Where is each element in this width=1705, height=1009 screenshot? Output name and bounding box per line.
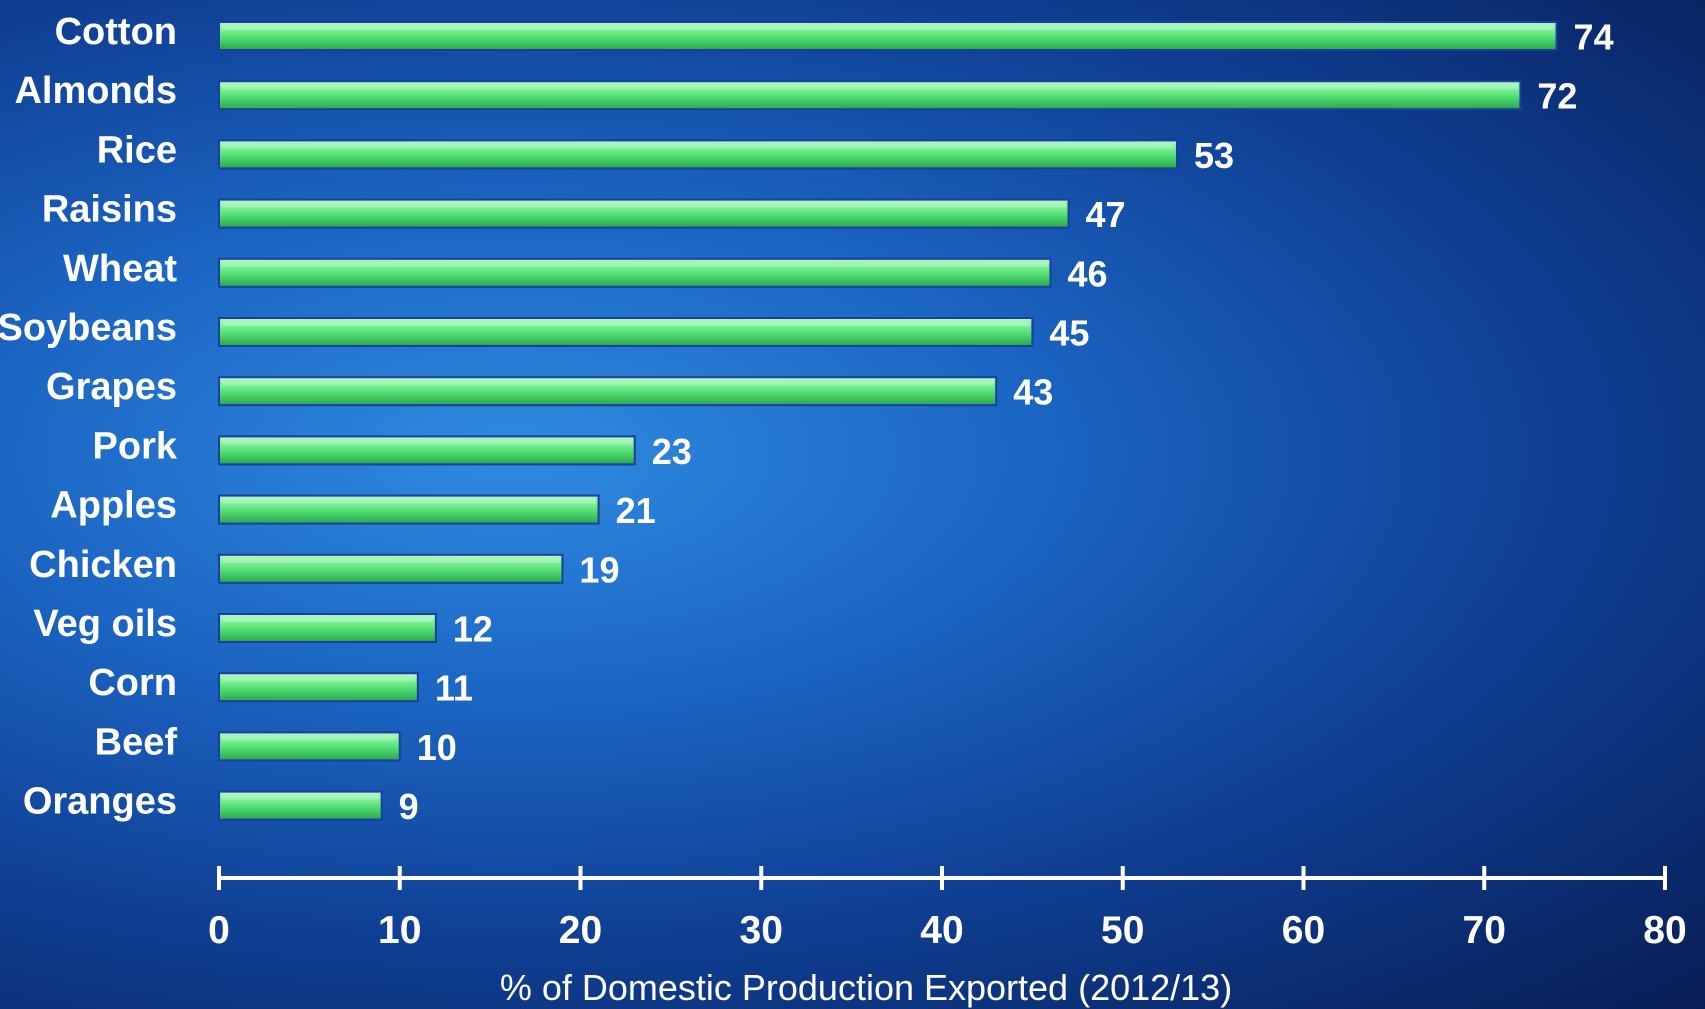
category-label: Soybeans <box>0 307 177 349</box>
category-label: Corn <box>88 662 177 704</box>
category-label: Raisins <box>42 189 177 231</box>
x-tick-label: 60 <box>1282 909 1325 952</box>
category-label: Beef <box>95 721 178 763</box>
bar-row: Veg oils 12 <box>33 603 493 649</box>
bar-row: Almonds 72 <box>14 70 1577 116</box>
x-tick-label: 30 <box>740 909 783 952</box>
x-tick-label: 20 <box>559 909 602 952</box>
category-label: Almonds <box>14 70 177 112</box>
bar-highlight <box>222 498 596 504</box>
bar-row: Corn 11 <box>88 662 473 708</box>
category-label: Cotton <box>55 11 177 53</box>
bar-row: Wheat 46 <box>63 248 1107 294</box>
bar-row: Cotton 74 <box>55 11 1614 57</box>
value-label: 46 <box>1067 253 1107 294</box>
bar-row: Grapes 43 <box>46 366 1053 412</box>
category-label: Grapes <box>46 366 177 408</box>
value-label: 10 <box>417 727 457 768</box>
category-label: Chicken <box>29 544 177 586</box>
x-axis-title: % of Domestic Production Exported (2012/… <box>500 967 1232 1008</box>
bar-row: Soybeans 45 <box>0 307 1089 353</box>
value-label: 21 <box>616 490 656 531</box>
x-tick-label: 70 <box>1463 909 1506 952</box>
bar-highlight <box>222 735 397 741</box>
bar-highlight <box>222 25 1554 30</box>
category-label: Apples <box>50 485 177 527</box>
value-label: 72 <box>1537 76 1577 117</box>
x-tick-label: 10 <box>378 909 421 952</box>
bar-highlight <box>222 321 1030 326</box>
bar-row: Pork 23 <box>93 425 692 471</box>
bar-highlight <box>222 84 1518 90</box>
value-label: 9 <box>399 786 419 827</box>
category-label: Pork <box>93 425 178 467</box>
value-label: 45 <box>1049 313 1089 354</box>
bar-row: Oranges 9 <box>23 781 419 827</box>
category-label: Veg oils <box>33 603 177 645</box>
bar-row: Rice 53 <box>97 129 1234 175</box>
x-tick-label: 50 <box>1101 909 1144 952</box>
bar-highlight <box>222 557 560 563</box>
value-label: 53 <box>1194 135 1234 176</box>
bar-highlight <box>222 261 1048 267</box>
x-tick-label: 80 <box>1643 909 1686 952</box>
bar-highlight <box>222 439 632 445</box>
bar-row: Apples 21 <box>50 485 655 531</box>
bar-highlight <box>222 380 994 386</box>
value-label: 23 <box>652 431 692 472</box>
bar-highlight <box>222 202 1066 208</box>
value-label: 74 <box>1574 17 1614 58</box>
category-label: Oranges <box>23 781 177 823</box>
bar-highlight <box>222 143 1174 149</box>
bar-row: Beef 10 <box>95 721 457 767</box>
category-label: Wheat <box>63 248 177 290</box>
bar-highlight <box>222 617 433 622</box>
bar-highlight <box>222 794 379 800</box>
value-label: 19 <box>579 549 619 590</box>
bar-row: Chicken 19 <box>29 544 619 590</box>
value-label: 43 <box>1013 372 1053 413</box>
value-label: 11 <box>435 668 473 709</box>
bars-group: Cotton 74 Almonds 72 Rice 53 Raisins 47 Wheat 46 S… <box>0 11 1614 827</box>
value-label: 47 <box>1086 194 1126 235</box>
x-tick-label: 0 <box>208 909 230 952</box>
x-tick-label: 40 <box>920 909 963 952</box>
x-axis: 0 10 20 30 40 50 60 70 80 <box>208 866 1687 952</box>
category-label: Rice <box>97 129 177 171</box>
value-label: 12 <box>453 609 493 650</box>
bar-highlight <box>222 676 415 682</box>
bar-row: Raisins 47 <box>42 189 1126 235</box>
